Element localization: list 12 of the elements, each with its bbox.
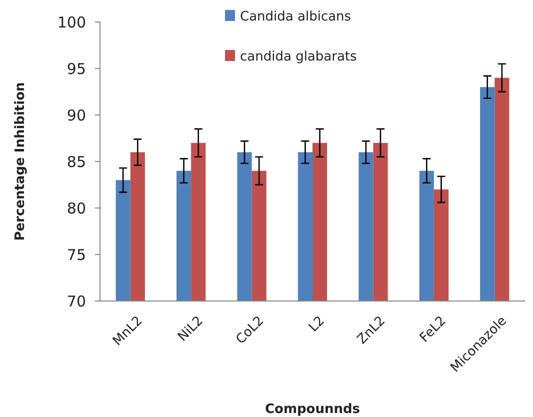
y-tick-label: 95 [66,60,86,78]
legend-label: candida glabarats [240,50,358,65]
x-axis-title: Compounnds [264,402,360,417]
y-tick-label: 80 [66,199,86,218]
y-axis-title: Percentage Inhibition [13,82,28,241]
x-tick-label: L2 [306,314,328,336]
y-tick-label: 75 [66,246,86,264]
y-tick-label: 90 [66,106,86,124]
y-tick-label: 100 [57,13,86,32]
legend-label: Candida albicans [240,10,352,25]
y-tick-label: 85 [66,152,86,171]
y-tick-label: 70 [66,292,86,310]
